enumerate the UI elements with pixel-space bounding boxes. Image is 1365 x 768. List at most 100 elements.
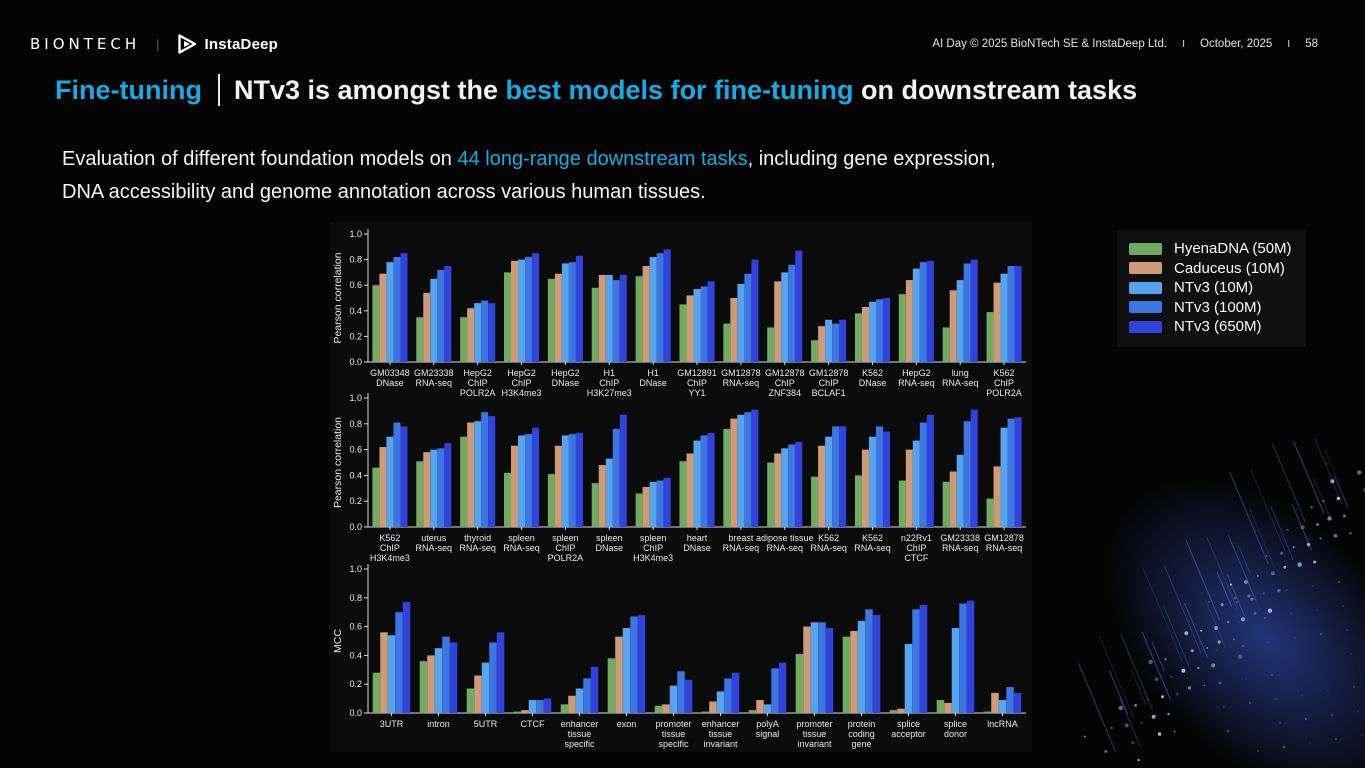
instadeep-logo: InstaDeep — [176, 33, 279, 55]
svg-text:GM12878: GM12878 — [809, 368, 849, 378]
svg-text:tissue: tissue — [709, 729, 733, 739]
legend-item: NTv3 (10M) — [1129, 278, 1292, 298]
svg-text:exon: exon — [617, 719, 637, 729]
svg-text:spleen: spleen — [508, 533, 535, 543]
svg-text:0.4: 0.4 — [349, 470, 362, 480]
instadeep-play-icon — [177, 34, 196, 54]
copyright-text: AI Day © 2025 BioNTech SE & InstaDeep Lt… — [932, 38, 1168, 50]
legend-swatch — [1129, 242, 1162, 255]
svg-text:CTCF: CTCF — [904, 553, 928, 563]
svg-text:breast: breast — [728, 533, 754, 543]
title-text: NTv3 is amongst the best models for fine… — [233, 74, 1138, 105]
svg-text:0.2: 0.2 — [349, 331, 362, 341]
title-kicker: Fine-tuning — [55, 74, 202, 105]
svg-text:H3K4me3: H3K4me3 — [502, 388, 542, 398]
svg-text:0.4: 0.4 — [349, 306, 362, 316]
svg-text:RNA-seq: RNA-seq — [942, 543, 979, 553]
svg-text:heart: heart — [687, 533, 708, 543]
svg-text:ChIP: ChIP — [906, 543, 926, 553]
svg-text:POLR2A: POLR2A — [548, 553, 584, 563]
svg-text:ChIP: ChIP — [643, 543, 663, 553]
svg-text:YY1: YY1 — [688, 388, 705, 398]
svg-text:gene: gene — [851, 739, 871, 749]
svg-text:tissue: tissue — [803, 729, 827, 739]
svg-text:K562: K562 — [862, 368, 883, 378]
svg-text:DNase: DNase — [859, 378, 887, 388]
svg-text:POLR2A: POLR2A — [460, 388, 496, 398]
svg-text:1.0: 1.0 — [349, 393, 362, 403]
svg-text:intron: intron — [427, 719, 450, 729]
legend-swatch — [1129, 262, 1162, 275]
svg-text:RNA-seq: RNA-seq — [854, 543, 891, 553]
svg-text:RNA-seq: RNA-seq — [942, 378, 979, 388]
svg-text:0.2: 0.2 — [349, 496, 362, 506]
svg-text:ZNF384: ZNF384 — [768, 388, 801, 398]
slide-date: October, 2025 — [1200, 38, 1273, 50]
page-number: 58 — [1305, 38, 1318, 50]
svg-text:lung: lung — [952, 368, 969, 378]
svg-text:DNase: DNase — [596, 543, 624, 553]
svg-text:GM03348: GM03348 — [370, 368, 410, 378]
svg-text:ChIP: ChIP — [468, 378, 488, 388]
svg-text:0.0: 0.0 — [349, 522, 362, 532]
svg-text:ChIP: ChIP — [775, 378, 795, 388]
svg-text:spleen: spleen — [552, 533, 579, 543]
page-title: Fine-tuning NTv3 is amongst the best mod… — [55, 74, 1137, 106]
legend-label: NTv3 (650M) — [1174, 318, 1262, 336]
legend-item: NTv3 (100M) — [1129, 298, 1292, 318]
svg-text:DNase: DNase — [376, 378, 404, 388]
svg-text:protein: protein — [848, 719, 876, 729]
svg-text:acceptor: acceptor — [891, 729, 926, 739]
meta-separator: I — [1287, 38, 1291, 50]
svg-text:ChIP: ChIP — [380, 543, 400, 553]
svg-text:K562: K562 — [379, 533, 400, 543]
svg-text:splice: splice — [897, 719, 920, 729]
svg-text:ChIP: ChIP — [555, 543, 575, 553]
benchmark-figure: 0.0 0.2 0.4 0.6 0.8 1.0 Pearson correlation GM0… — [330, 222, 1032, 752]
svg-text:thyroid: thyroid — [464, 533, 491, 543]
legend-label: NTv3 (100M) — [1174, 298, 1262, 316]
svg-text:GM23338: GM23338 — [940, 533, 980, 543]
svg-text:GM23338: GM23338 — [414, 368, 454, 378]
svg-text:HepG2: HepG2 — [902, 368, 931, 378]
svg-text:H3K4me3: H3K4me3 — [370, 553, 410, 563]
svg-text:invariant: invariant — [703, 739, 738, 749]
svg-text:ChIP: ChIP — [994, 378, 1014, 388]
svg-text:K562: K562 — [862, 533, 883, 543]
meta-separator: I — [1182, 38, 1186, 50]
svg-text:DNase: DNase — [683, 543, 711, 553]
svg-text:spleen: spleen — [640, 533, 667, 543]
slide-meta: AI Day © 2025 BioNTech SE & InstaDeep Lt… — [932, 38, 1318, 50]
intro-paragraph: Evaluation of different foundation model… — [62, 148, 996, 203]
svg-text:signal: signal — [756, 729, 780, 739]
svg-text:0.8: 0.8 — [349, 419, 362, 429]
svg-text:K562: K562 — [818, 533, 839, 543]
svg-text:3UTR: 3UTR — [380, 719, 404, 729]
svg-text:MCC: MCC — [332, 629, 344, 653]
svg-text:H3K27me3: H3K27me3 — [587, 388, 632, 398]
svg-text:invariant: invariant — [797, 739, 832, 749]
legend-label: HyenaDNA (50M) — [1174, 240, 1292, 258]
svg-text:H1: H1 — [604, 368, 616, 378]
svg-text:RNA-seq: RNA-seq — [723, 378, 760, 388]
svg-text:RNA-seq: RNA-seq — [986, 543, 1023, 553]
svg-text:0.4: 0.4 — [349, 650, 362, 660]
chart-legend: HyenaDNA (50M) Caduceus (10M) NTv3 (10M)… — [1117, 230, 1306, 347]
decorative-particle-art — [1077, 438, 1365, 768]
logo-separator: | — [156, 36, 160, 52]
svg-text:RNA-seq: RNA-seq — [898, 378, 935, 388]
svg-text:H1: H1 — [647, 368, 659, 378]
legend-swatch — [1129, 281, 1162, 294]
svg-text:enhancer: enhancer — [561, 719, 599, 729]
svg-text:5UTR: 5UTR — [474, 719, 498, 729]
svg-text:RNA-seq: RNA-seq — [416, 378, 453, 388]
svg-text:0.2: 0.2 — [349, 679, 362, 689]
svg-text:RNA-seq: RNA-seq — [416, 543, 453, 553]
logo-row: BIONTECH | InstaDeep — [30, 33, 278, 55]
svg-text:spleen: spleen — [596, 533, 623, 543]
svg-text:RNA-seq: RNA-seq — [459, 543, 496, 553]
svg-text:GM12878: GM12878 — [765, 368, 805, 378]
svg-text:1.0: 1.0 — [349, 229, 362, 239]
svg-text:Pearson correlation: Pearson correlation — [332, 252, 344, 343]
